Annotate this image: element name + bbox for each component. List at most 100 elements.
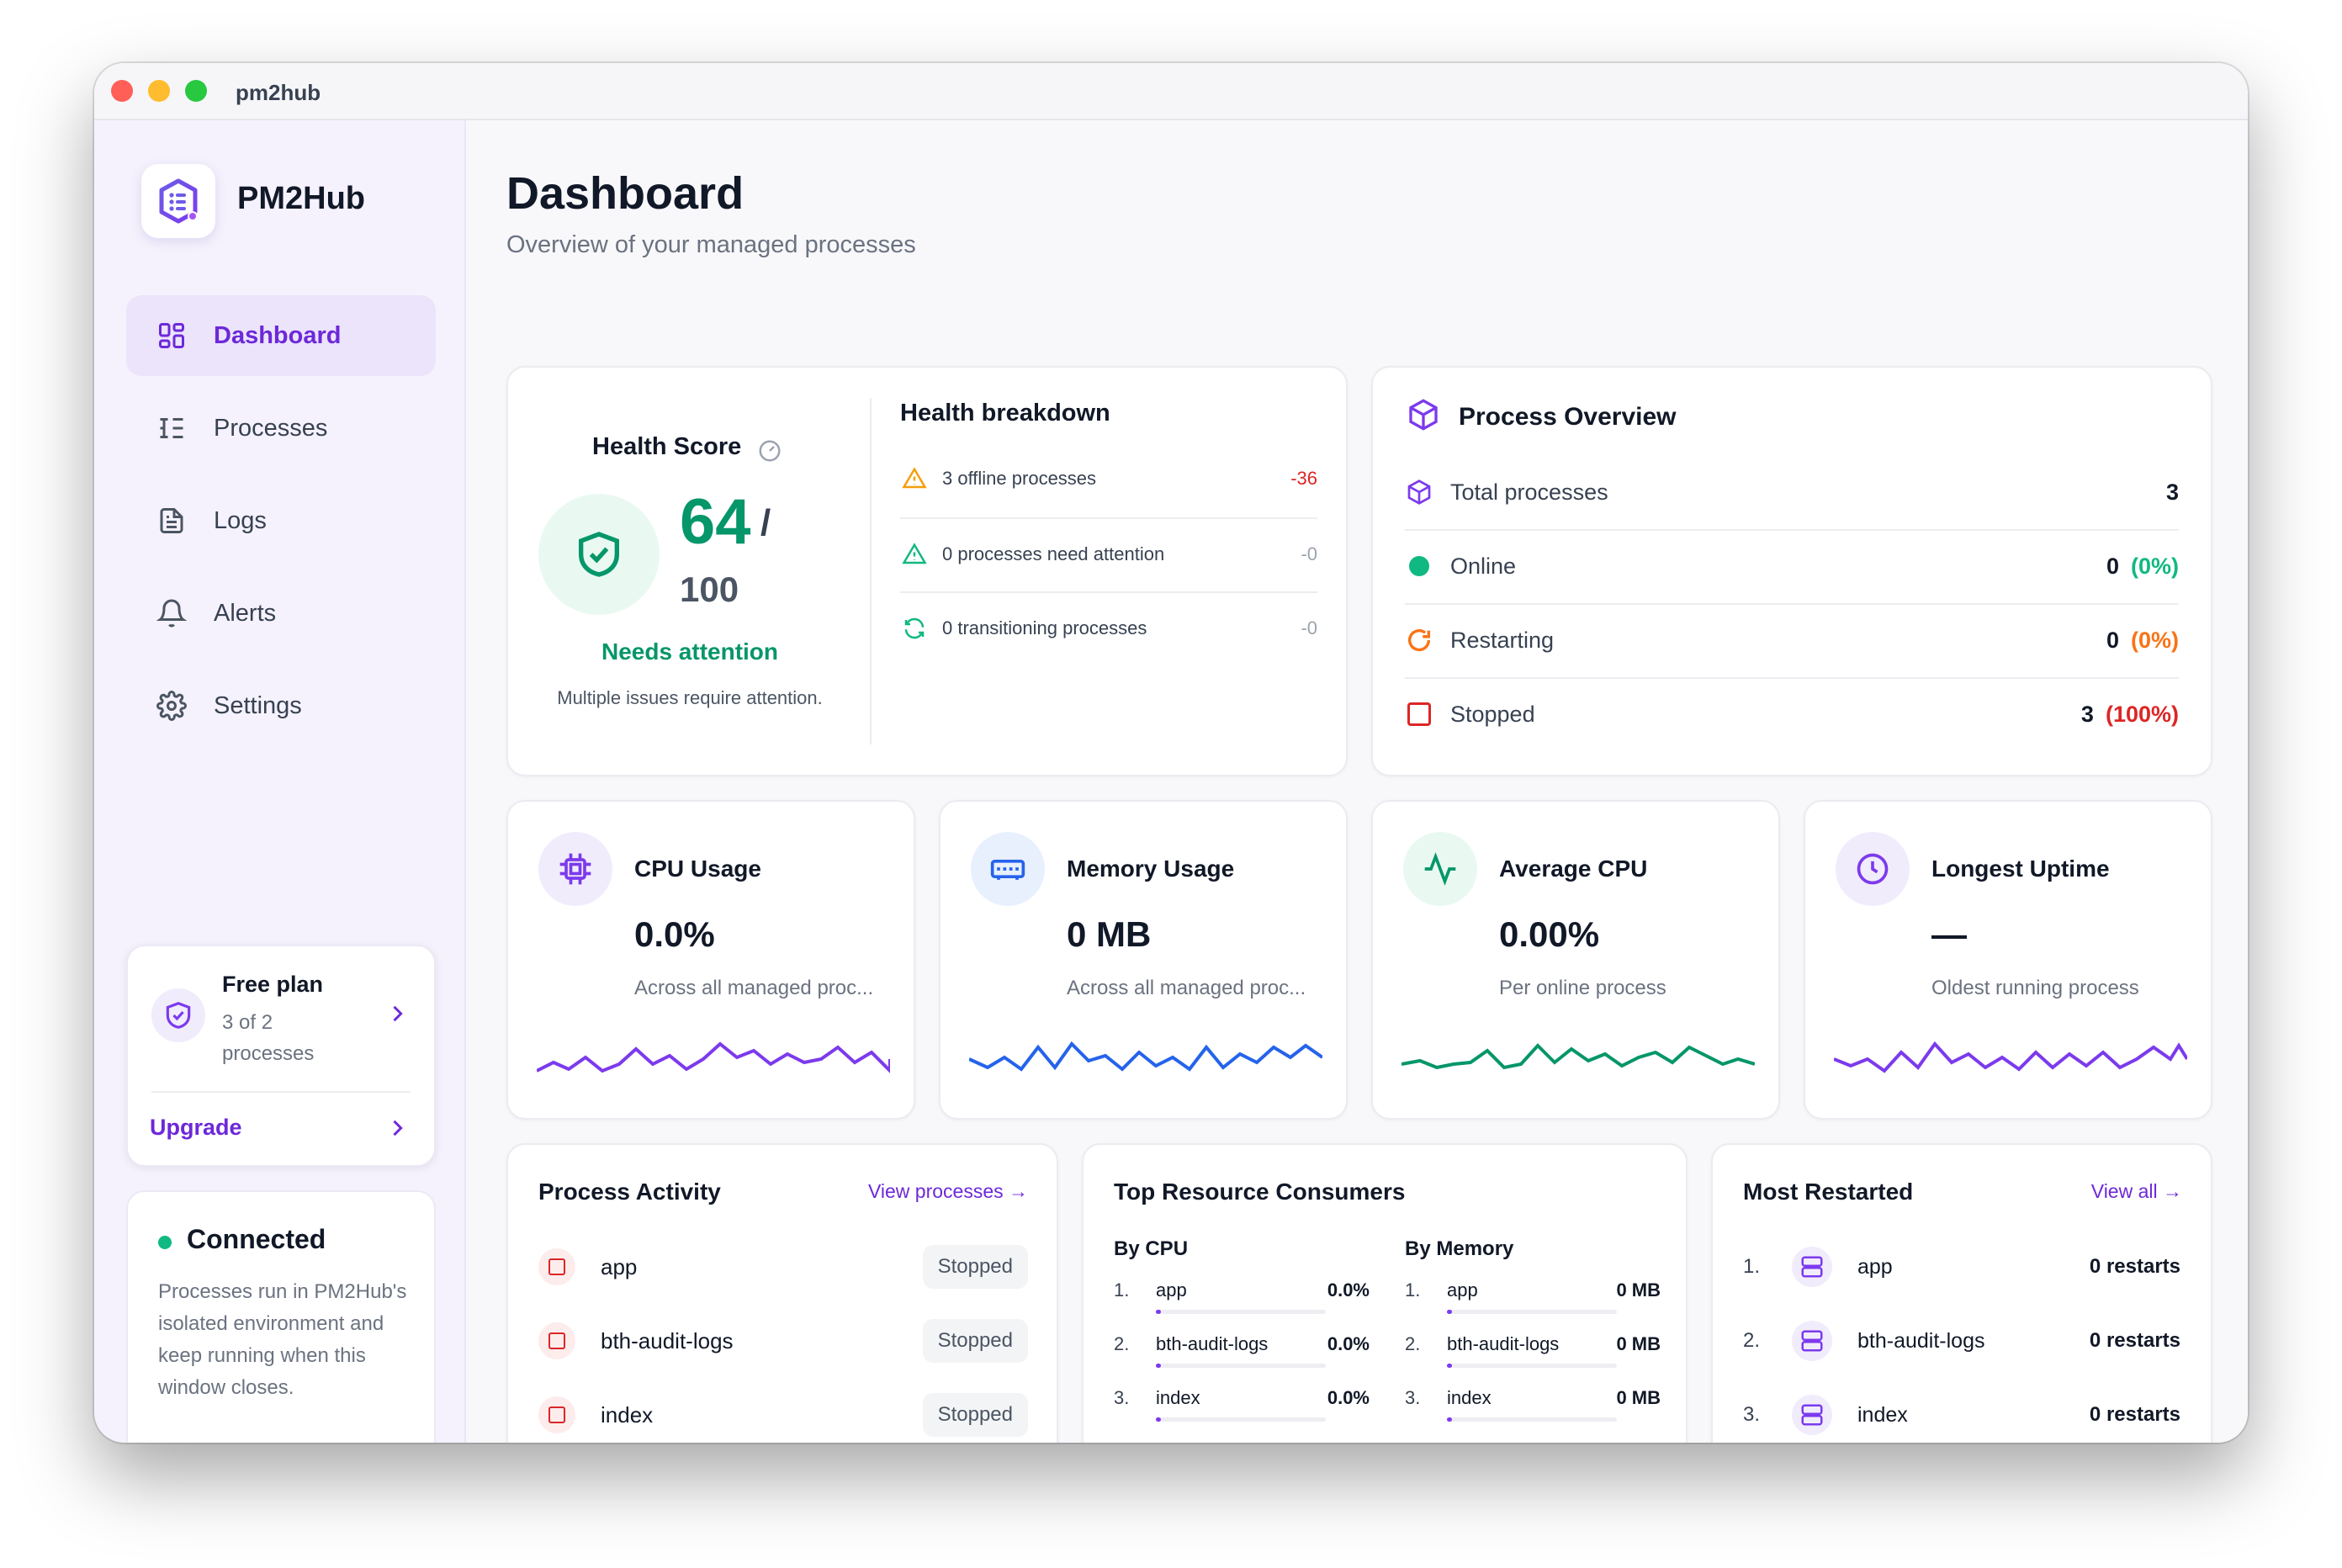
view-processes-link[interactable]: View processes → (867, 1180, 1028, 1202)
process-name: index (601, 1401, 654, 1428)
close-window-button[interactable] (111, 80, 133, 102)
breakdown-label: 0 transitioning processes (942, 617, 1147, 638)
status-badge: Stopped (922, 1319, 1028, 1363)
plan-card: Free plan 3 of 2 processes Upgrade (126, 945, 436, 1167)
usage-bar (1156, 1364, 1326, 1368)
sidebar-item-label: Logs (214, 506, 267, 534)
overview-percent: (0%) (2130, 553, 2179, 579)
divider (1405, 529, 2179, 531)
dashboard-icon (155, 319, 188, 352)
usage-bar (1156, 1417, 1326, 1422)
sidebar-item-label: Processes (214, 414, 328, 442)
sidebar-item-dashboard[interactable]: Dashboard (126, 295, 436, 376)
restart-row[interactable]: 2. bth-audit-logs 0 restarts (1743, 1311, 2180, 1370)
sidebar-item-label: Settings (214, 691, 302, 719)
breakdown-row: 3 offline processes -36 (900, 442, 1317, 516)
warning-icon (900, 540, 929, 569)
stat-card-memory: Memory Usage 0 MB Across all managed pro… (939, 800, 1348, 1120)
sparkline (1401, 1043, 1755, 1070)
clock-icon (1836, 832, 1910, 906)
activity-row[interactable]: index Stopped (538, 1385, 1028, 1443)
cpu-consumer-row: 3. index 0.0% (1114, 1380, 1370, 1422)
minimize-window-button[interactable] (148, 80, 170, 102)
rank: 3. (1114, 1387, 1130, 1408)
stat-subtitle: Oldest running process (1931, 977, 2139, 999)
breakdown-value: -0 (1301, 617, 1317, 638)
stat-subtitle: Across all managed proc... (1067, 977, 1306, 999)
server-icon (1792, 1395, 1832, 1435)
rank: 1. (1743, 1255, 1761, 1278)
activity-row[interactable]: bth-audit-logs Stopped (538, 1311, 1028, 1370)
chevron-right-icon[interactable] (385, 1116, 409, 1144)
overview-value: 0 (2106, 553, 2119, 579)
overview-row-online: Online 0 (0%) (1405, 529, 2179, 603)
process-overview-title: Process Overview (1459, 402, 1677, 431)
most-restarted-title: Most Restarted (1743, 1179, 1914, 1205)
connected-dot-icon (158, 1236, 172, 1249)
server-icon (1792, 1247, 1832, 1287)
breakdown-label: 0 processes need attention (942, 543, 1165, 564)
process-name: index (1857, 1402, 1908, 1427)
overview-value: 0 (2106, 627, 2119, 653)
stat-value: 0.0% (634, 914, 715, 954)
health-shield-badge (538, 494, 660, 615)
memory-icon (971, 832, 1045, 906)
upgrade-link[interactable]: Upgrade (150, 1115, 242, 1140)
title-bar: pm2hub (94, 63, 2248, 120)
process-activity-card: Process Activity View processes → app St… (506, 1143, 1058, 1443)
process-overview-header: Process Overview (1407, 398, 1677, 436)
stopped-square-icon (1405, 702, 1433, 726)
restart-row[interactable]: 3. index 0 restarts (1743, 1385, 2180, 1443)
stopped-square-icon (538, 1248, 575, 1285)
divider (870, 398, 872, 744)
sidebar-item-logs[interactable]: Logs (126, 480, 436, 561)
process-name: index (1447, 1387, 1492, 1408)
rank: 2. (1405, 1333, 1421, 1354)
stat-subtitle: Per online process (1499, 977, 1666, 999)
shield-check-icon (579, 532, 619, 577)
cpu-value: 0.0% (1327, 1279, 1370, 1300)
usage-bar (1447, 1417, 1617, 1422)
activity-row[interactable]: app Stopped (538, 1237, 1028, 1296)
sidebar-item-alerts[interactable]: Alerts (126, 573, 436, 654)
usage-bar (1447, 1364, 1617, 1368)
rank: 1. (1405, 1279, 1421, 1300)
overview-label: Total processes (1450, 479, 1608, 505)
restart-row[interactable]: 1. app 0 restarts (1743, 1237, 2180, 1296)
connection-status: Connected (187, 1224, 326, 1254)
page-title: Dashboard (506, 168, 744, 219)
health-note: Multiple issues require attention. (557, 687, 823, 708)
by-cpu-title: By CPU (1114, 1237, 1189, 1260)
maximize-window-button[interactable] (185, 80, 207, 102)
sidebar-item-processes[interactable]: Processes (126, 388, 436, 469)
process-name: app (1857, 1254, 1893, 1279)
rank: 2. (1743, 1329, 1761, 1352)
restart-icon (1405, 626, 1433, 654)
process-name: app (601, 1253, 638, 1279)
process-overview-card: Process Overview Total processes 3 Onlin… (1371, 366, 2212, 776)
main-content: Dashboard Overview of your managed proce… (466, 120, 2248, 1443)
chevron-right-icon[interactable] (385, 1002, 409, 1030)
pulse-icon (1403, 832, 1477, 906)
stat-value: — (1931, 914, 1967, 954)
overview-row-total: Total processes 3 (1405, 455, 2179, 529)
stat-title: Average CPU (1499, 856, 1648, 882)
sparkline (969, 1041, 1322, 1072)
sparkline (537, 1041, 890, 1073)
bell-icon (155, 596, 188, 630)
overview-label: Stopped (1450, 701, 1535, 727)
cpu-value: 0.0% (1327, 1387, 1370, 1408)
process-name: bth-audit-logs (1156, 1333, 1269, 1354)
window-title: pm2hub (236, 80, 321, 105)
breakdown-row: 0 transitioning processes -0 (900, 591, 1317, 665)
sidebar-item-settings[interactable]: Settings (126, 665, 436, 746)
view-all-link[interactable]: View all → (2090, 1180, 2182, 1202)
gear-icon (155, 689, 188, 723)
memory-value: 0 MB (1616, 1387, 1661, 1408)
health-score-title: Health Score (592, 433, 742, 460)
rank: 2. (1114, 1333, 1130, 1354)
divider (1405, 677, 2179, 679)
memory-consumer-row: 2. bth-audit-logs 0 MB (1405, 1327, 1661, 1369)
gauge-icon[interactable] (757, 438, 782, 468)
overview-label: Online (1450, 553, 1517, 579)
